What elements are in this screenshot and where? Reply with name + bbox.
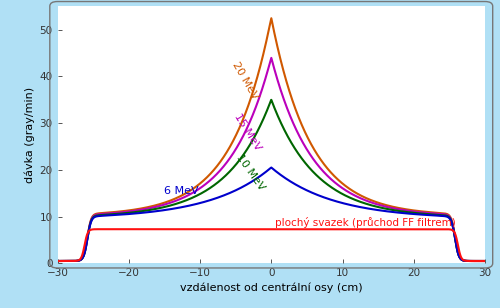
Text: 6 MeV: 6 MeV: [164, 186, 199, 196]
Text: 15 MeV: 15 MeV: [232, 112, 262, 153]
Text: 20 MeV: 20 MeV: [230, 60, 260, 102]
X-axis label: vzdálenost od centrální osy (cm): vzdálenost od centrální osy (cm): [180, 282, 362, 293]
Text: 10 MeV: 10 MeV: [234, 152, 266, 192]
Y-axis label: dávka (gray/min): dávka (gray/min): [25, 87, 35, 183]
Text: plochý svazek (průchod FF filtrem): plochý svazek (průchod FF filtrem): [275, 217, 456, 228]
